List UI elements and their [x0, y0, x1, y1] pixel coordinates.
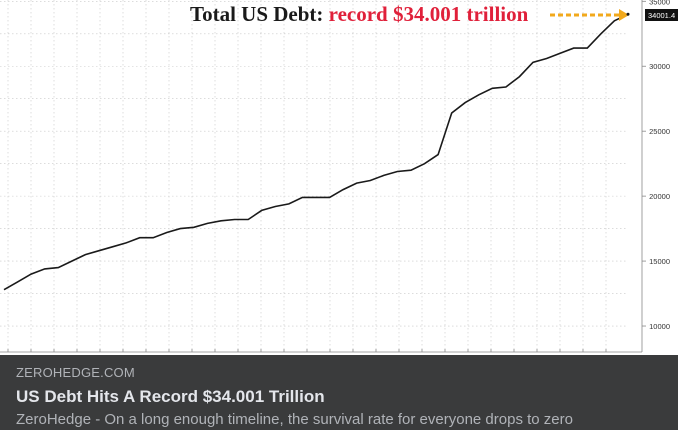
chart-title: Total US Debt: record $34.001 trillion [190, 2, 529, 26]
site-domain: ZEROHEDGE.COM [16, 365, 135, 380]
y-axis-ticks: 10000 15000 20000 25000 30000 35000 [642, 0, 670, 331]
chart-title-main: Total US Debt: [190, 2, 329, 26]
debt-line-chart: 10000 15000 20000 25000 30000 35000 Total US … [0, 0, 678, 353]
annotation-arrow [550, 9, 630, 21]
y-tick-label: 10000 [649, 322, 670, 331]
y-tick-label: 20000 [649, 192, 670, 201]
last-value-badge [645, 9, 678, 21]
last-value-label: 34001.4 [648, 11, 675, 20]
y-tick-label: 15000 [649, 257, 670, 266]
y-tick-label: 25000 [649, 127, 670, 136]
link-caption[interactable]: ZEROHEDGE.COM US Debt Hits A Record $34.… [0, 355, 678, 430]
link-description: ZeroHedge - On a long enough timeline, t… [16, 411, 573, 428]
series-line-total-us-debt [3, 13, 629, 291]
chart-grid [0, 0, 643, 353]
last-data-point [626, 12, 630, 16]
y-tick-label: 30000 [649, 62, 670, 71]
link-headline[interactable]: US Debt Hits A Record $34.001 Trillion [16, 387, 325, 406]
chart-title-highlight: record $34.001 trillion [329, 2, 529, 26]
y-tick-label: 35000 [649, 0, 670, 6]
annotation-arrow-head [619, 9, 629, 21]
chart-image: 10000 15000 20000 25000 30000 35000 Total US … [0, 0, 678, 353]
